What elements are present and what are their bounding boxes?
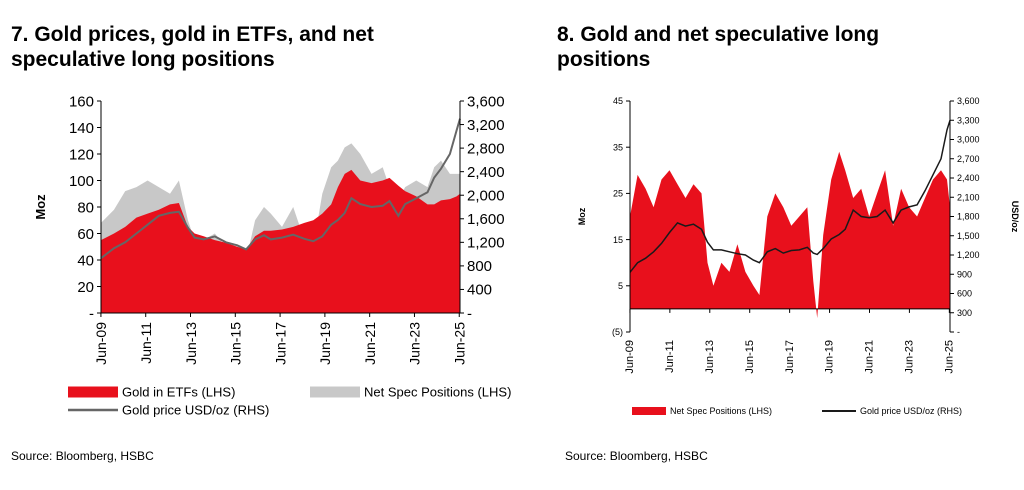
chart7-xtick-label: Jun-13 — [183, 322, 199, 365]
chart8-y2tick-label: 1,200 — [957, 250, 980, 260]
chart7-xtick-label: Jun-11 — [138, 322, 154, 364]
chart8-source: Source: Bloomberg, HSBC — [565, 449, 708, 463]
chart8-y2tick-label: 300 — [957, 308, 972, 318]
chart7-xtick-label: Jun-09 — [93, 322, 109, 365]
chart8-xtick-label: Jun-23 — [904, 340, 916, 374]
chart8-ytick-label: 35 — [613, 142, 623, 152]
chart7-y2tick-label: 3,200 — [467, 117, 505, 134]
chart8-ytick-label: 15 — [613, 235, 623, 245]
chart7-ytick-label: 80 — [77, 199, 94, 216]
chart7-ytick-label: - — [89, 305, 94, 322]
chart7-xtick-label: Jun-19 — [317, 322, 333, 365]
chart8-y2tick-label: 3,300 — [957, 115, 980, 125]
chart8-area-0 — [630, 151, 950, 319]
chart8-legend-label-0: Net Spec Positions (LHS) — [670, 406, 772, 416]
chart7-xtick-label: Jun-23 — [407, 322, 423, 365]
chart7-legend-label-0: Gold in ETFs (LHS) — [122, 385, 235, 400]
chart8-legend-label-1: Gold price USD/oz (RHS) — [860, 406, 962, 416]
chart7-xtick-label: Jun-17 — [272, 322, 288, 365]
chart8-xtick-label: Jun-25 — [943, 340, 955, 374]
chart8-title-line2: positions — [557, 48, 651, 71]
chart8-xtick-label: Jun-21 — [864, 340, 876, 374]
chart7-ytick-label: 160 — [69, 93, 94, 110]
chart7-xtick-label: Jun-21 — [362, 322, 378, 365]
chart8-xtick-label: Jun-09 — [624, 340, 636, 374]
chart7-y2tick-label: 3,600 — [467, 93, 505, 110]
chart7-title-line2: speculative long positions — [11, 48, 275, 71]
chart8-title-line1: 8. Gold and net speculative long — [557, 23, 880, 46]
chart7-ytick-label: 120 — [69, 146, 94, 163]
chart8-xtick-label: Jun-19 — [824, 340, 836, 374]
chart7-legend-label-2: Gold price USD/oz (RHS) — [122, 403, 269, 418]
chart7-title-line1: 7. Gold prices, gold in ETFs, and net — [11, 23, 374, 46]
chart7-ylabel: Moz — [33, 194, 48, 220]
chart7-y2tick-label: 2,400 — [467, 164, 505, 181]
chart7-price-line — [100, 118, 461, 259]
chart7-source: Source: Bloomberg, HSBC — [11, 449, 154, 463]
chart8-ytick-label: 5 — [618, 281, 623, 291]
chart8-ytick-label: 45 — [613, 96, 623, 106]
chart7-y2tick-label: 2,800 — [467, 140, 505, 157]
chart8-y2tick-label: 2,700 — [957, 154, 980, 164]
chart8-y2tick-label: 1,800 — [957, 212, 980, 222]
chart8-y2tick-label: 600 — [957, 289, 972, 299]
chart7-y2tick-label: 1,200 — [467, 235, 505, 252]
chart7-ytick-label: 140 — [69, 120, 94, 137]
chart7-ytick-label: 60 — [77, 226, 94, 243]
chart8-y2tick-label: 2,400 — [957, 173, 980, 183]
chart7-y2tick-label: - — [467, 305, 472, 322]
chart8-y2tick-label: 900 — [957, 269, 972, 279]
chart7-ytick-label: 20 — [77, 279, 94, 296]
chart8-ytick-label: 25 — [613, 189, 623, 199]
chart7-y2tick-label: 400 — [467, 282, 492, 299]
chart8-xtick-label: Jun-11 — [664, 340, 676, 373]
chart8-y2tick-label: 3,000 — [957, 135, 980, 145]
chart8-ytick-label: (5) — [612, 327, 623, 337]
chart7-y2tick-label: 800 — [467, 258, 492, 275]
chart8-y2tick-label: 1,500 — [957, 231, 980, 241]
chart8-price-line — [629, 120, 951, 273]
chart8-xtick-label: Jun-15 — [744, 340, 756, 374]
chart8-y2tick-label: 2,100 — [957, 192, 980, 202]
chart8-y2tick-label: 3,600 — [957, 96, 980, 106]
chart7-legend-swatch-1 — [310, 386, 360, 398]
chart8-xtick-label: Jun-13 — [704, 340, 716, 374]
chart8-svg: (5) 5 15 25 35 45 - 300 600 900 1,200 1,500 1,800 2,1… — [577, 96, 1020, 416]
chart7-legend-swatch-0 — [68, 386, 118, 398]
chart7-xtick-label: Jun-15 — [228, 322, 244, 365]
chart7-ytick-label: 100 — [69, 173, 94, 190]
chart7-svg: - 20 40 60 80 100 120 140 160 - 400 800 1,200 1,600 2,… — [33, 93, 511, 418]
chart7-legend-label-1: Net Spec Positions (LHS) — [364, 385, 511, 400]
chart7-ytick-label: 40 — [77, 252, 94, 269]
chart8-ylabel: Moz — [577, 207, 587, 225]
chart8-y2tick-label: - — [957, 327, 960, 337]
chart7-xtick-label: Jun-25 — [452, 322, 468, 365]
chart8-legend-swatch-0 — [632, 407, 666, 415]
chart7-y2tick-label: 1,600 — [467, 211, 505, 228]
chart7-y2tick-label: 2,000 — [467, 187, 505, 204]
chart8-xtick-label: Jun-17 — [784, 340, 796, 374]
chart8-y2label: USD/oz — [1010, 201, 1020, 233]
